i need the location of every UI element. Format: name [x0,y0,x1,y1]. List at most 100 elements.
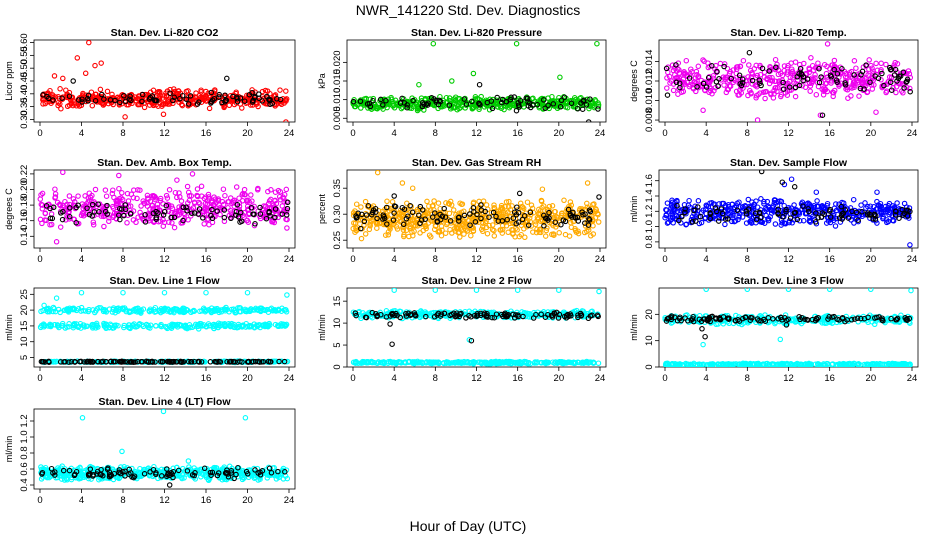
data-point [275,187,282,194]
data-point [279,358,286,365]
data-point [374,105,381,112]
data-point [825,77,831,83]
data-point [385,232,392,238]
data-point [200,215,206,221]
data-point [834,71,841,77]
data-point [363,212,370,218]
data-point [180,204,187,211]
data-point [109,190,116,197]
data-point [137,209,143,216]
data-point [565,206,572,213]
data-point [123,307,129,313]
data-point [827,72,834,79]
data-point [754,204,761,210]
data-point [447,226,453,233]
data-point [519,216,526,223]
y-tick-label: 1.2 [644,205,655,218]
data-point [590,359,597,366]
data-point [766,68,772,74]
data-point [137,308,143,314]
data-point [53,295,60,301]
data-point [422,216,428,222]
data-point [383,204,390,211]
data-point [73,219,79,226]
data-point [389,199,396,205]
data-point [203,289,209,296]
data-point [470,70,477,77]
data-point [842,74,849,80]
data-point [787,215,794,221]
data-point [887,79,894,86]
data-point [491,227,497,234]
data-point [563,104,569,110]
data-point [669,62,676,68]
data-point [367,214,374,221]
y-tick-label: 0.020 [332,50,343,74]
data-point [170,100,176,107]
data-point [753,198,759,204]
data-point [875,75,882,82]
data-point [430,202,436,209]
data-point [907,85,913,92]
data-point [749,77,756,84]
data-point [409,185,416,191]
data-point [552,219,559,225]
data-point [157,218,164,224]
data-point [206,208,212,214]
data-point [99,91,105,98]
data-point [526,359,532,366]
data-point [59,216,66,223]
x-tick-label: 0 [350,128,355,139]
data-point [404,104,410,111]
data-point [520,213,526,219]
data-point [724,86,731,93]
data-point [679,85,685,91]
data-point [248,205,255,211]
data-point [486,107,493,113]
data-point [167,90,173,96]
data-point [579,106,586,112]
data-point [893,208,899,215]
data-point [85,308,92,315]
data-point [79,210,86,216]
data-point [673,62,679,68]
data-point [233,184,240,190]
data-point [714,68,720,75]
data-point [139,91,146,98]
data-point [757,80,763,86]
data-point [578,100,584,106]
y-tick-label: 0.35 [332,179,343,198]
data-point [878,208,885,215]
data-point [265,358,272,365]
data-point [174,177,180,183]
data-point [866,57,872,63]
data-point [214,208,220,214]
data-point [669,211,676,218]
data-point [567,211,573,217]
data-point [586,207,593,213]
data-point [370,97,376,104]
data-point [676,80,683,87]
data-point [183,204,189,211]
data-point [185,358,192,365]
data-point [401,100,408,106]
y-tick-label: 0.14 [19,227,30,246]
data-point [813,189,820,195]
data-point [520,205,527,212]
x-tick-label: 4 [79,128,84,139]
data-point [664,75,670,81]
data-point [185,200,191,206]
data-point [738,90,745,96]
data-point [470,227,477,234]
data-point [85,92,92,99]
data-point [454,225,461,232]
data-point [367,309,373,316]
data-point [163,202,170,209]
data-point [170,321,177,328]
data-point [380,208,386,215]
data-point [80,211,86,217]
data-point [196,206,203,212]
